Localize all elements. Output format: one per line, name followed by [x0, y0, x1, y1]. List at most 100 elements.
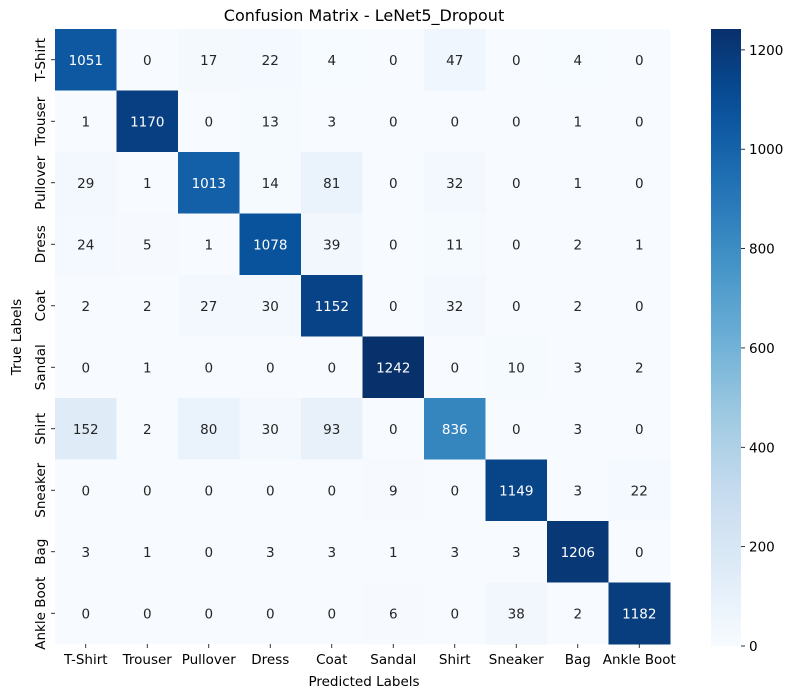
cell-value-r0-c5: 0	[389, 53, 398, 69]
x-tick-label-sneaker: Sneaker	[489, 652, 544, 668]
cell-value-r2-c8: 1	[573, 176, 582, 192]
cell-value-r1-c3: 13	[262, 114, 279, 130]
heatmap-cell-r8-c2	[178, 521, 240, 583]
heatmap-cell-r6-c2	[178, 398, 240, 460]
colorbar-tick-label-0: 0	[749, 639, 758, 655]
heatmap-cell-r8-c9	[608, 521, 671, 583]
heatmap-cell-r3-c5	[362, 213, 425, 276]
heatmap-cell-r7-c8	[547, 459, 609, 522]
cell-value-r1-c6: 0	[450, 114, 459, 130]
cell-value-r6-c8: 3	[573, 422, 582, 438]
x-tick-label-shirt: Shirt	[439, 652, 471, 668]
cell-value-r8-c4: 3	[327, 545, 336, 561]
cell-value-r8-c6: 3	[450, 545, 459, 561]
cell-labels: 1051 0 17 22 4 0 47 0 4 01 1170 0 13 3 0 0 0 1 029 1 1013 14 8…	[69, 53, 657, 623]
cell-value-r8-c7: 3	[512, 545, 521, 561]
cell-value-r4-c3: 30	[262, 299, 279, 315]
cell-value-r9-c5: 6	[389, 606, 398, 622]
cell-value-r6-c9: 0	[635, 422, 644, 438]
cell-value-r4-c5: 0	[389, 299, 398, 315]
cell-value-r9-c0: 0	[81, 606, 90, 622]
cell-value-r0-c8: 4	[573, 53, 582, 69]
heatmap-cell-r4-c5	[362, 275, 425, 337]
cell-value-r5-c1: 1	[143, 360, 152, 376]
x-tick-labels: T-Shirt Trouser Pullover Dress Coat Sandal Shi…	[63, 644, 676, 668]
heatmap-cell-r2-c2	[178, 152, 240, 214]
heatmap-cell-r0-c3	[239, 29, 302, 91]
heatmap-cell-r2-c7	[485, 152, 548, 214]
heatmap-cell-r5-c4	[301, 336, 363, 399]
x-tick-label-sandal: Sandal	[370, 652, 416, 668]
heatmap-cell-r5-c8	[547, 336, 609, 399]
cell-value-r2-c5: 0	[389, 176, 398, 192]
heatmap-cell-r9-c9	[608, 582, 671, 645]
heatmap-cell-r8-c8	[547, 521, 609, 583]
cell-value-r5-c4: 0	[327, 360, 336, 376]
heatmap-cell-r0-c8	[547, 29, 609, 91]
chart-title: Confusion Matrix - LeNet5_Dropout	[224, 6, 504, 26]
cell-value-r1-c1: 1170	[130, 114, 164, 130]
cell-value-r8-c1: 1	[143, 545, 152, 561]
cell-value-r2-c4: 81	[323, 176, 340, 192]
cell-value-r5-c6: 0	[450, 360, 459, 376]
heatmap-cell-r8-c4	[301, 521, 363, 583]
cell-value-r5-c0: 0	[81, 360, 90, 376]
cell-value-r0-c6: 47	[446, 53, 463, 69]
cell-value-r7-c6: 0	[450, 483, 459, 499]
cell-value-r7-c0: 0	[81, 483, 90, 499]
heatmap-cell-r4-c6	[424, 275, 486, 337]
heatmap-cell-r7-c9	[608, 459, 671, 522]
heatmap-cell-r3-c8	[547, 213, 609, 276]
x-tick-label-t-shirt: T-Shirt	[63, 652, 108, 668]
heatmap-cell-r7-c7	[485, 459, 548, 522]
heatmap-cell-r3-c9	[608, 213, 671, 276]
cell-value-r6-c1: 2	[143, 422, 152, 438]
heatmap-cell-r0-c1	[116, 29, 179, 91]
y-tick-label-pullover: Pullover	[33, 155, 49, 210]
cell-value-r4-c7: 0	[512, 299, 521, 315]
cell-value-r0-c1: 0	[143, 53, 152, 69]
heatmap-cell-r0-c4	[301, 29, 363, 91]
heatmap-cell-r8-c6	[424, 521, 486, 583]
cell-value-r9-c3: 0	[266, 606, 275, 622]
cell-value-r3-c2: 1	[204, 237, 213, 253]
cell-value-r7-c5: 9	[389, 483, 398, 499]
heatmap-cell-r3-c7	[485, 213, 548, 276]
x-tick-label-bag: Bag	[565, 652, 591, 668]
heatmap-cell-r7-c5	[362, 459, 425, 522]
cell-value-r7-c8: 3	[573, 483, 582, 499]
cell-value-r6-c7: 0	[512, 422, 521, 438]
y-tick-label-dress: Dress	[33, 225, 49, 263]
heatmap-cell-r2-c0	[55, 152, 117, 214]
cell-value-r2-c6: 32	[446, 176, 463, 192]
cell-value-r1-c8: 1	[573, 114, 582, 130]
cell-value-r4-c2: 27	[200, 299, 217, 315]
heatmap-cell-r4-c2	[178, 275, 240, 337]
heatmap-cell-r3-c4	[301, 213, 363, 276]
cell-value-r6-c2: 80	[200, 422, 217, 438]
cell-value-r9-c7: 38	[508, 606, 525, 622]
cell-value-r0-c2: 17	[200, 53, 217, 69]
cell-value-r4-c4: 1152	[315, 299, 349, 315]
cell-value-r9-c6: 0	[450, 606, 459, 622]
cell-value-r5-c2: 0	[204, 360, 213, 376]
heatmap-cell-r1-c5	[362, 90, 425, 153]
cell-value-r1-c2: 0	[204, 114, 213, 130]
heatmap-cell-r1-c8	[547, 90, 609, 153]
cell-value-r7-c1: 0	[143, 483, 152, 499]
colorbar-tick-label-1000: 1000	[749, 142, 783, 158]
cell-value-r1-c7: 0	[512, 114, 521, 130]
heatmap-cell-r0-c6	[424, 29, 486, 91]
cell-value-r8-c2: 0	[204, 545, 213, 561]
heatmap-cell-r9-c8	[547, 582, 609, 645]
heatmap-cells	[55, 29, 671, 645]
cell-value-r6-c6: 836	[442, 422, 468, 438]
heatmap-cell-r7-c0	[55, 459, 117, 522]
cell-value-r5-c5: 1242	[376, 360, 410, 376]
colorbar-tick-label-800: 800	[749, 242, 775, 258]
heatmap-cell-r0-c0	[55, 29, 117, 91]
heatmap-cell-r3-c3	[239, 213, 302, 276]
y-tick-label-shirt: Shirt	[33, 413, 49, 445]
heatmap-cell-r2-c6	[424, 152, 486, 214]
cell-value-r4-c9: 0	[635, 299, 644, 315]
